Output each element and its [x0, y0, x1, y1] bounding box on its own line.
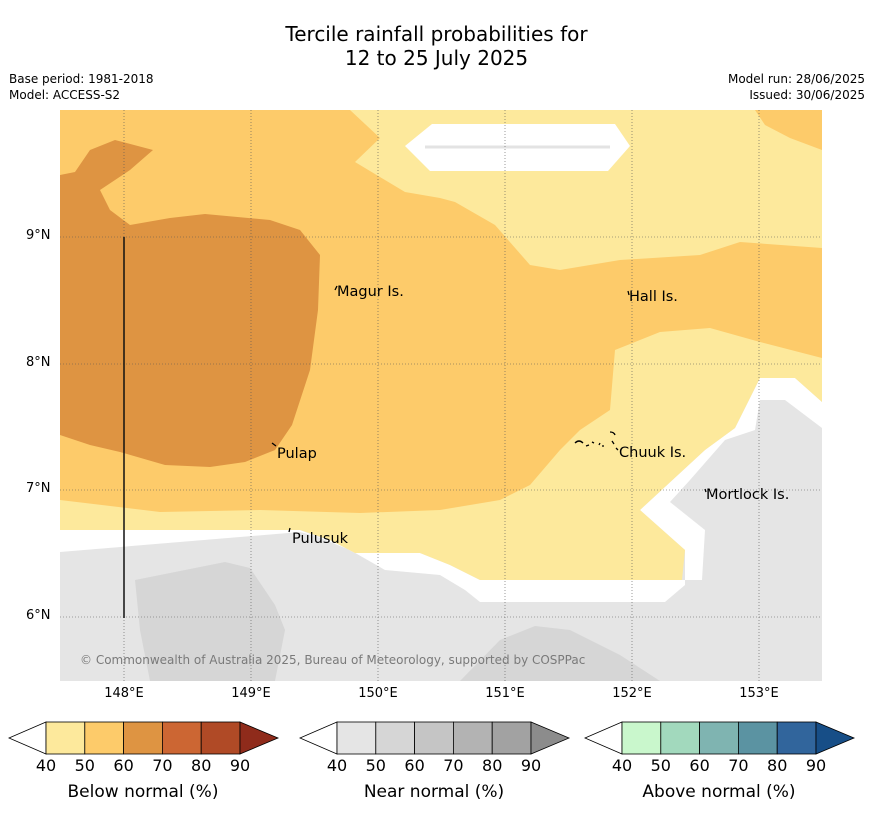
- colorbar-near-normal: [299, 721, 571, 755]
- lat-label-9n: 9°N: [26, 228, 51, 243]
- colorbar-tick-label: 40: [611, 756, 633, 775]
- place-label-magur: Magur Is.: [337, 284, 404, 300]
- rainfall-map: [60, 110, 822, 681]
- colorbar-above-normal: [584, 721, 856, 755]
- pulusuk-island-marker: [288, 527, 291, 533]
- below-normal-60-area-ne: [755, 110, 822, 150]
- meta-right: Model run: 28/06/2025 Issued: 30/06/2025: [728, 71, 865, 103]
- colorbar-tick-label: 50: [74, 756, 95, 775]
- model-run: Model run: 28/06/2025: [727, 72, 865, 86]
- colorbar-segment: [123, 721, 163, 755]
- below-normal-70-area: [60, 140, 320, 467]
- lon-label-149e: 149°E: [231, 686, 271, 701]
- near-normal-60-area-south: [460, 626, 660, 681]
- colorbar-tick-label: 50: [650, 756, 671, 775]
- lat-label-6n: 6°N: [26, 608, 51, 623]
- place-label-chuuk: Chuuk Is.: [619, 445, 687, 461]
- colorbar-arrow-low: [8, 721, 47, 755]
- base-period: Base period: 1981-2018: [9, 72, 154, 86]
- colorbar-title: Below normal (%): [67, 782, 219, 802]
- issued-date: Issued: 30/06/2025: [749, 88, 865, 102]
- colorbar-tick-label: 80: [482, 756, 503, 775]
- pulap-island-marker: [271, 442, 277, 447]
- colorbar-tick-label: 60: [113, 756, 134, 775]
- lon-label-151e: 151°E: [485, 686, 525, 701]
- colorbar-tick-label: 70: [443, 756, 464, 775]
- colorbar-segment: [452, 721, 493, 755]
- near-normal-60-area-west: [135, 562, 285, 681]
- colorbar-segment: [336, 721, 377, 755]
- lon-label-150e: 150°E: [358, 686, 398, 701]
- colorbar-tick-label: 60: [689, 756, 710, 775]
- colorbar-segment: [84, 721, 125, 755]
- colorbar-tick-label: 70: [152, 756, 173, 775]
- title-line-1: Tercile rainfall probabilities for: [285, 22, 588, 46]
- colorbar-tick-label: 70: [728, 756, 749, 775]
- colorbar-segment: [200, 721, 241, 755]
- colorbar-segment: [660, 721, 701, 755]
- colorbar-tick-label: 90: [805, 756, 827, 775]
- lon-label-153e: 153°E: [739, 686, 779, 701]
- lat-label-8n: 8°N: [26, 355, 51, 370]
- colorbar-segment: [491, 721, 532, 755]
- colorbar-segment: [45, 721, 86, 755]
- magur-island-marker: [334, 285, 338, 291]
- colorbar-tick-label: 90: [520, 756, 542, 775]
- model-name: Model: ACCESS-S2: [9, 88, 121, 102]
- colorbar-tick-label: 80: [767, 756, 788, 775]
- mortlock-island-marker: [704, 488, 707, 493]
- colorbar-title: Above normal (%): [642, 782, 796, 802]
- place-label-hall: Hall Is.: [629, 289, 678, 305]
- lon-label-152e: 152°E: [612, 686, 652, 701]
- colorbar-arrow-high: [530, 721, 571, 755]
- colorbar-tick-label: 40: [35, 756, 57, 775]
- lat-label-7n: 7°N: [26, 481, 51, 496]
- colorbar-below-normal: [8, 721, 280, 755]
- colorbar-arrow-high: [815, 721, 856, 755]
- colorbar-tick-label: 40: [326, 756, 348, 775]
- colorbar-segment: [414, 721, 454, 755]
- colorbar-arrow-low: [584, 721, 623, 755]
- colorbar-segment: [161, 721, 202, 755]
- colorbar-tick-label: 60: [404, 756, 425, 775]
- colorbar-segment: [737, 721, 778, 755]
- colorbar-arrow-high: [239, 721, 280, 755]
- place-label-mortlock: Mortlock Is.: [706, 487, 790, 503]
- colorbar-segment: [776, 721, 817, 755]
- colorbar-segment: [375, 721, 416, 755]
- island-markers: [271, 285, 707, 533]
- title-line-2: 12 to 25 July 2025: [344, 46, 529, 70]
- colorbar-arrow-low: [299, 721, 338, 755]
- colorbar-segment: [621, 721, 662, 755]
- place-label-pulusuk: Pulusuk: [292, 531, 349, 547]
- hall-island-marker: [627, 290, 630, 296]
- chart-title: Tercile rainfall probabilities for 12 to…: [0, 22, 873, 70]
- colorbar-title: Near normal (%): [363, 782, 505, 802]
- copyright-notice: © Commonwealth of Australia 2025, Bureau…: [80, 653, 586, 667]
- lon-label-148e: 148°E: [104, 686, 144, 701]
- colorbar-segment: [699, 721, 739, 755]
- colorbar-tick-label: 50: [365, 756, 386, 775]
- colorbar-tick-label: 90: [229, 756, 251, 775]
- colorbar-tick-label: 80: [191, 756, 212, 775]
- chuuk-island-marker: [574, 431, 619, 451]
- meta-left: Base period: 1981-2018 Model: ACCESS-S2: [9, 71, 154, 103]
- place-label-pulap: Pulap: [277, 446, 317, 462]
